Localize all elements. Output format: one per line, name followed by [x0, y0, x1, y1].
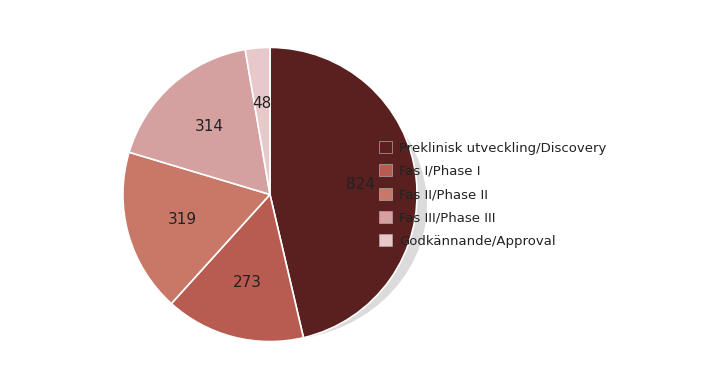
- Wedge shape: [270, 47, 417, 338]
- Text: 273: 273: [232, 275, 262, 290]
- Text: 319: 319: [168, 212, 197, 226]
- Text: 824: 824: [346, 177, 375, 191]
- Wedge shape: [245, 47, 270, 194]
- Ellipse shape: [127, 70, 427, 340]
- Text: 314: 314: [195, 119, 224, 134]
- Wedge shape: [123, 152, 270, 303]
- Wedge shape: [129, 49, 270, 194]
- Text: 48: 48: [252, 96, 272, 111]
- Wedge shape: [171, 194, 304, 342]
- Legend: Preklinisk utveckling/Discovery, Fas I/Phase I, Fas II/Phase II, Fas III/Phase I: Preklinisk utveckling/Discovery, Fas I/P…: [374, 136, 612, 253]
